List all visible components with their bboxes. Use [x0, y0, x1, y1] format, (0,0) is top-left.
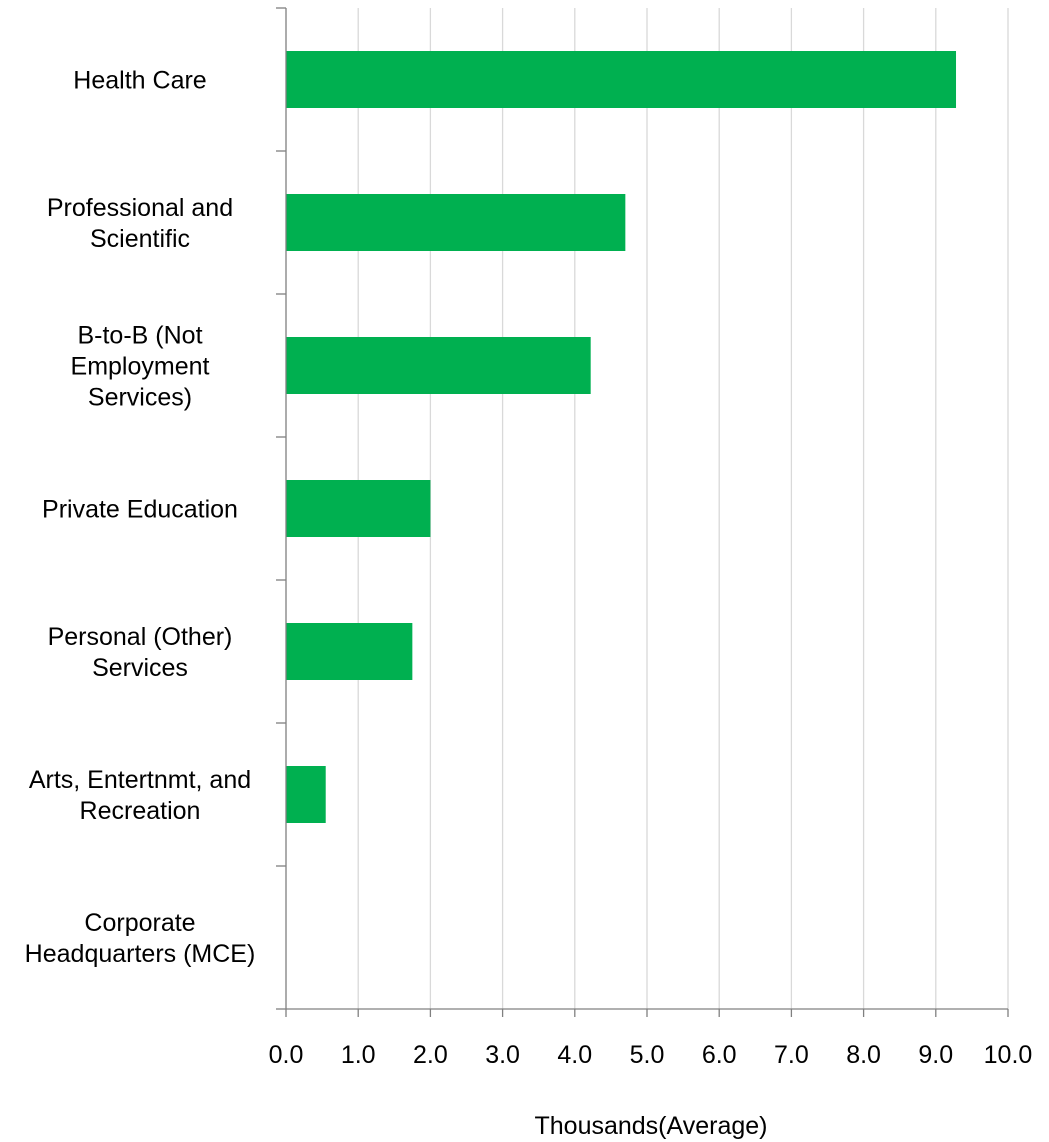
bar [286, 623, 412, 680]
category-label-line: Services [92, 654, 188, 682]
category-label: Arts, Entertnmt, and Recreation [29, 766, 251, 825]
bar [286, 766, 326, 823]
bar [286, 480, 430, 537]
category-label-line: Services) [88, 384, 192, 412]
category-label-line: Arts, Entertnmt, and [29, 766, 251, 794]
category-label-line: Employment [71, 353, 210, 381]
category-label: Corporate Headquarters (MCE) [25, 909, 256, 968]
x-tick-label: 1.0 [341, 1041, 376, 1069]
x-tick-label: 9.0 [918, 1041, 953, 1069]
category-label: Private Education [42, 496, 238, 524]
bar [286, 337, 591, 394]
x-tick-label: 2.0 [413, 1041, 448, 1069]
x-tick-label: 5.0 [630, 1041, 665, 1069]
x-tick-label: 10.0 [984, 1041, 1033, 1069]
category-label-line: Professional and [47, 194, 233, 222]
category-label-line: Recreation [80, 797, 201, 825]
category-labels: Health Care Professional and Scientific B-t… [25, 67, 256, 969]
category-label: B-to-B (Not Employment Services) [71, 322, 210, 412]
bar [286, 194, 625, 251]
x-tick-label: 0.0 [269, 1041, 304, 1069]
category-label-line: Personal (Other) [48, 623, 233, 651]
category-label-line: Headquarters (MCE) [25, 940, 256, 968]
category-label-line: B-to-B (Not [77, 322, 202, 350]
category-label-line: Scientific [90, 225, 190, 253]
bar [286, 51, 956, 108]
gridlines [358, 8, 1008, 1009]
category-label-line: Private Education [42, 496, 238, 524]
x-tick-label: 8.0 [846, 1041, 881, 1069]
x-tick-label: 7.0 [774, 1041, 809, 1069]
category-label-line: Health Care [73, 67, 206, 95]
x-tick-labels: 0.0 1.0 2.0 3.0 4.0 5.0 6.0 7.0 8.0 9.0 10.0 [269, 1041, 1033, 1069]
x-tick-label: 4.0 [557, 1041, 592, 1069]
category-label-line: Corporate [84, 909, 195, 937]
x-axis-title: Thousands(Average) [534, 1112, 767, 1140]
category-label: Health Care [73, 67, 206, 95]
category-label: Personal (Other) Services [48, 623, 233, 682]
bars [286, 51, 956, 823]
x-tick-label: 6.0 [702, 1041, 737, 1069]
category-label: Professional and Scientific [47, 194, 233, 253]
x-tick-label: 3.0 [485, 1041, 520, 1069]
